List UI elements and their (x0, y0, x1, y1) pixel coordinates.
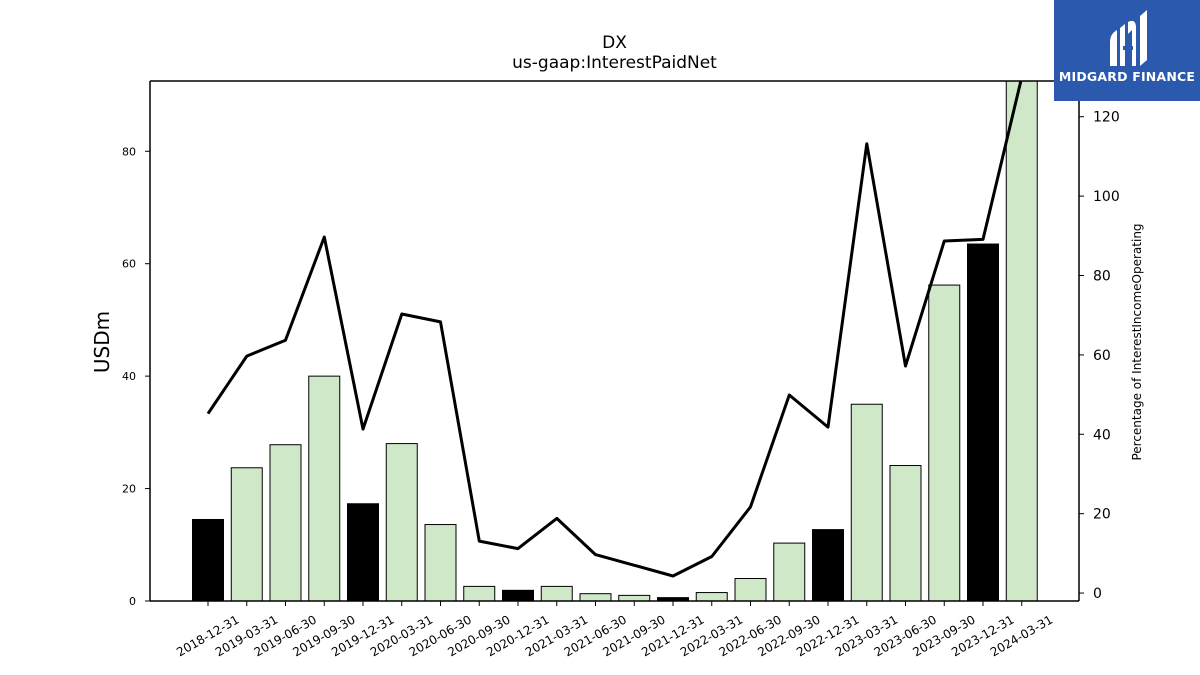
bar-2020-06-30 (424, 524, 457, 601)
right-tick-label: 100 (1093, 189, 1120, 205)
right-tick-label: 120 (1093, 110, 1120, 126)
bar-2019-06-30 (269, 444, 302, 601)
bar-2023-12-31 (967, 243, 999, 601)
bar-2024-03-31 (1005, 81, 1038, 601)
chart-subtitle: us-gaap:InterestPaidNet (512, 53, 717, 73)
bar-2021-06-30 (579, 593, 612, 601)
left-tick-label: 80 (122, 145, 136, 158)
bar-2023-06-30 (889, 465, 922, 601)
right-tick-label: 20 (1093, 507, 1111, 523)
y-axis-label: USDm (90, 311, 114, 373)
right-tick-label: 60 (1093, 348, 1111, 364)
bar-2020-09-30 (463, 585, 496, 601)
right-y-axis-label: Percentage of InterestIncomeOperating (1130, 223, 1144, 460)
logo-icon (1110, 10, 1147, 66)
axes (149, 80, 1080, 602)
left-tick-label: 0 (129, 595, 136, 608)
bar-2019-03-31 (230, 467, 263, 601)
right-axis-ticks: 0 20 40 60 80 100 120 (1079, 110, 1120, 602)
bar-2020-12-31 (502, 589, 534, 601)
bar-2021-03-31 (540, 585, 573, 601)
bar-2019-12-31 (347, 503, 379, 601)
ratio-line-layer (206, 81, 1023, 578)
left-axis-ticks: 0 20 40 60 80 (122, 145, 150, 608)
x-axis-ticks: 2018-12-312019-03-312019-06-302019-09-30… (174, 601, 1055, 659)
logo-text: MIDGARD FINANCE (1058, 69, 1196, 84)
logo: MIDGARD FINANCE (1054, 0, 1200, 101)
left-tick-label: 40 (122, 370, 136, 383)
bar-2022-03-31 (695, 592, 728, 601)
bar-2022-09-30 (773, 542, 806, 601)
bar-2018-12-31 (192, 518, 224, 601)
bar-2023-09-30 (928, 284, 961, 601)
chart-title: DX (602, 33, 627, 53)
bars (192, 81, 1038, 601)
bar-2020-03-31 (385, 443, 418, 601)
bar-2022-06-30 (734, 578, 767, 601)
right-tick-label: 0 (1093, 586, 1102, 602)
left-tick-label: 20 (122, 483, 136, 496)
right-tick-label: 40 (1093, 427, 1111, 443)
bar-2022-12-31 (812, 529, 844, 601)
right-tick-label: 80 (1093, 269, 1111, 285)
bar-2023-03-31 (850, 403, 883, 601)
bar-2021-09-30 (618, 594, 651, 601)
ratio-line (206, 81, 1023, 578)
bar-2019-09-30 (308, 375, 341, 601)
left-tick-label: 60 (122, 258, 136, 271)
